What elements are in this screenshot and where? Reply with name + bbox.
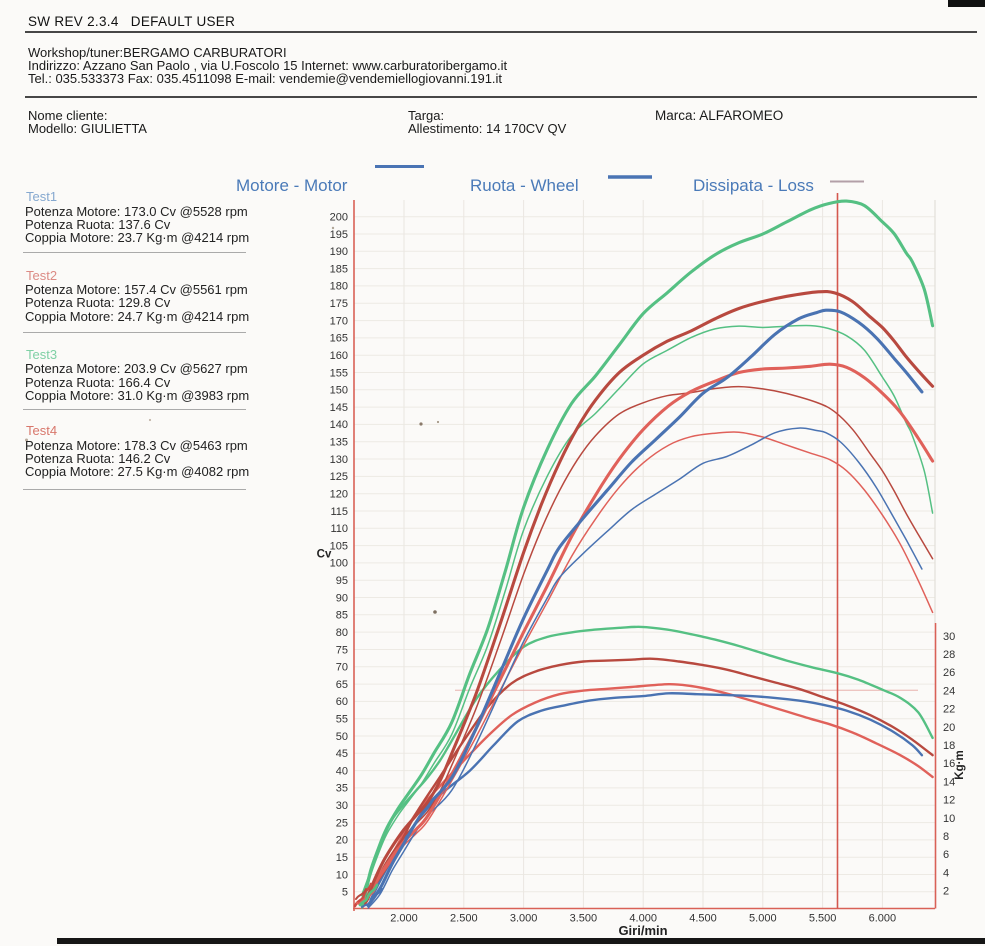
svg-text:70: 70 xyxy=(336,662,348,674)
svg-text:135: 135 xyxy=(330,437,348,449)
svg-text:5: 5 xyxy=(342,887,348,899)
svg-text:105: 105 xyxy=(330,540,348,552)
svg-text:20: 20 xyxy=(336,835,348,847)
svg-text:35: 35 xyxy=(336,783,348,795)
svg-text:140: 140 xyxy=(330,419,348,431)
svg-text:30: 30 xyxy=(943,631,955,643)
svg-text:14: 14 xyxy=(943,776,955,788)
svg-text:100: 100 xyxy=(330,558,348,570)
svg-text:2.000: 2.000 xyxy=(390,913,418,925)
svg-text:18: 18 xyxy=(943,740,955,752)
svg-text:65: 65 xyxy=(336,679,348,691)
svg-text:15: 15 xyxy=(336,852,348,864)
svg-text:200: 200 xyxy=(330,212,348,224)
svg-text:4: 4 xyxy=(943,867,949,879)
svg-text:10: 10 xyxy=(943,813,955,825)
svg-text:45: 45 xyxy=(336,748,348,760)
svg-text:60: 60 xyxy=(336,696,348,708)
svg-text:125: 125 xyxy=(330,471,348,483)
svg-text:160: 160 xyxy=(330,350,348,362)
svg-text:180: 180 xyxy=(330,281,348,293)
svg-text:95: 95 xyxy=(336,575,348,587)
svg-text:175: 175 xyxy=(330,298,348,310)
svg-text:185: 185 xyxy=(330,263,348,275)
svg-text:Kg·m: Kg·m xyxy=(954,750,966,779)
svg-text:20: 20 xyxy=(943,722,955,734)
svg-text:4.500: 4.500 xyxy=(689,913,717,925)
svg-text:80: 80 xyxy=(336,627,348,639)
svg-text:150: 150 xyxy=(330,385,348,397)
svg-text:145: 145 xyxy=(330,402,348,414)
svg-text:75: 75 xyxy=(336,644,348,656)
svg-text:85: 85 xyxy=(336,610,348,622)
svg-text:5.500: 5.500 xyxy=(809,913,837,925)
svg-text:195: 195 xyxy=(330,229,348,241)
svg-text:5.000: 5.000 xyxy=(749,913,777,925)
svg-text:24: 24 xyxy=(943,685,955,697)
svg-text:28: 28 xyxy=(943,649,955,661)
svg-text:26: 26 xyxy=(943,667,955,679)
svg-text:6.000: 6.000 xyxy=(869,913,897,925)
svg-text:120: 120 xyxy=(330,489,348,501)
svg-text:22: 22 xyxy=(943,704,955,716)
svg-text:55: 55 xyxy=(336,714,348,726)
svg-text:12: 12 xyxy=(943,795,955,807)
svg-text:3.500: 3.500 xyxy=(570,913,598,925)
svg-text:2.500: 2.500 xyxy=(450,913,478,925)
svg-text:50: 50 xyxy=(336,731,348,743)
svg-text:16: 16 xyxy=(943,758,955,770)
svg-text:25: 25 xyxy=(336,817,348,829)
svg-text:10: 10 xyxy=(336,869,348,881)
svg-text:90: 90 xyxy=(336,592,348,604)
svg-text:Giri/min: Giri/min xyxy=(618,923,667,938)
svg-text:155: 155 xyxy=(330,367,348,379)
svg-text:115: 115 xyxy=(330,506,348,518)
svg-text:30: 30 xyxy=(336,800,348,812)
svg-text:130: 130 xyxy=(330,454,348,466)
svg-text:Cv: Cv xyxy=(317,549,332,561)
svg-text:40: 40 xyxy=(336,765,348,777)
svg-text:3.000: 3.000 xyxy=(510,913,538,925)
svg-text:6: 6 xyxy=(943,849,949,861)
svg-text:190: 190 xyxy=(330,246,348,258)
svg-text:4.000: 4.000 xyxy=(629,913,657,925)
svg-text:110: 110 xyxy=(330,523,348,535)
svg-text:165: 165 xyxy=(330,333,348,345)
svg-text:8: 8 xyxy=(943,831,949,843)
svg-text:2: 2 xyxy=(943,886,949,898)
svg-text:170: 170 xyxy=(330,315,348,327)
